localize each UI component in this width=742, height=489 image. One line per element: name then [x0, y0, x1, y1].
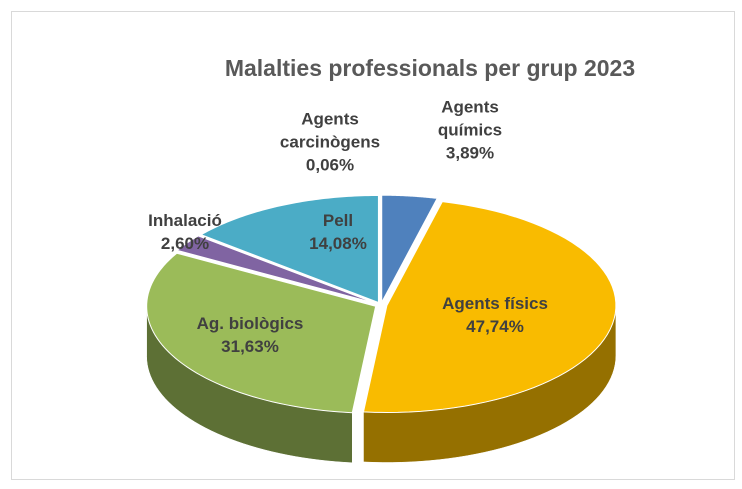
- data-label: Agents físics 47,74%: [415, 292, 575, 338]
- chart-border: [11, 11, 735, 480]
- value-label: 14,08%: [309, 234, 367, 253]
- slice: [381, 194, 438, 303]
- slice: [197, 234, 377, 304]
- value-label: 47,74%: [466, 317, 524, 336]
- category-label: Agents químics: [437, 97, 503, 140]
- data-label: Inhalació 2,60%: [135, 209, 235, 255]
- slice: [176, 235, 377, 304]
- value-label: 3,89%: [445, 143, 495, 163]
- category-label: Pell: [322, 211, 354, 230]
- value-label: 2,60%: [160, 234, 210, 253]
- slice: [362, 201, 617, 413]
- data-label: Ag. biològics 31,63%: [170, 312, 330, 358]
- data-label: Agents químics 3,89%: [425, 96, 515, 165]
- data-label: Pell 14,08%: [288, 209, 388, 255]
- category-label: Agents carcinògens: [279, 109, 381, 152]
- slice: [200, 194, 379, 304]
- chart-title: Malalties professionals per grup 2023: [224, 55, 636, 81]
- category-label: Ag. biològics: [196, 314, 304, 333]
- category-label: Agents físics: [442, 294, 548, 313]
- slice: [146, 252, 377, 414]
- value-label: 31,63%: [221, 337, 279, 356]
- value-label: 0,06%: [305, 155, 355, 175]
- data-label: Agents carcinògens 0,06%: [265, 108, 395, 177]
- category-label: Inhalació: [148, 211, 222, 230]
